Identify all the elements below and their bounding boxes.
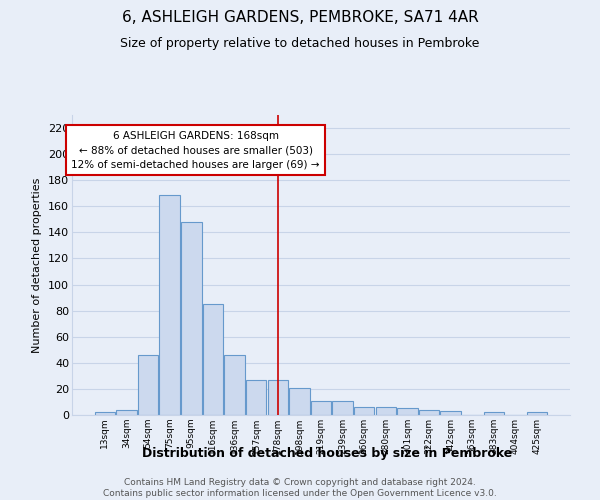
Bar: [332, 400, 353, 415]
Bar: [268, 380, 288, 415]
Bar: [181, 222, 202, 415]
Bar: [95, 412, 115, 415]
Text: 6 ASHLEIGH GARDENS: 168sqm
← 88% of detached houses are smaller (503)
12% of sem: 6 ASHLEIGH GARDENS: 168sqm ← 88% of deta…: [71, 130, 320, 170]
Bar: [116, 410, 137, 415]
Bar: [397, 408, 418, 415]
Bar: [289, 388, 310, 415]
Text: 6, ASHLEIGH GARDENS, PEMBROKE, SA71 4AR: 6, ASHLEIGH GARDENS, PEMBROKE, SA71 4AR: [122, 10, 478, 25]
Bar: [203, 304, 223, 415]
Bar: [354, 407, 374, 415]
Bar: [138, 355, 158, 415]
Y-axis label: Number of detached properties: Number of detached properties: [32, 178, 43, 352]
Bar: [311, 400, 331, 415]
Bar: [440, 411, 461, 415]
Bar: [527, 412, 547, 415]
Text: Contains HM Land Registry data © Crown copyright and database right 2024.
Contai: Contains HM Land Registry data © Crown c…: [103, 478, 497, 498]
Bar: [484, 412, 504, 415]
Text: Distribution of detached houses by size in Pembroke: Distribution of detached houses by size …: [142, 448, 512, 460]
Bar: [419, 410, 439, 415]
Text: Size of property relative to detached houses in Pembroke: Size of property relative to detached ho…: [121, 38, 479, 51]
Bar: [246, 380, 266, 415]
Bar: [376, 407, 396, 415]
Bar: [224, 355, 245, 415]
Bar: [160, 194, 180, 415]
